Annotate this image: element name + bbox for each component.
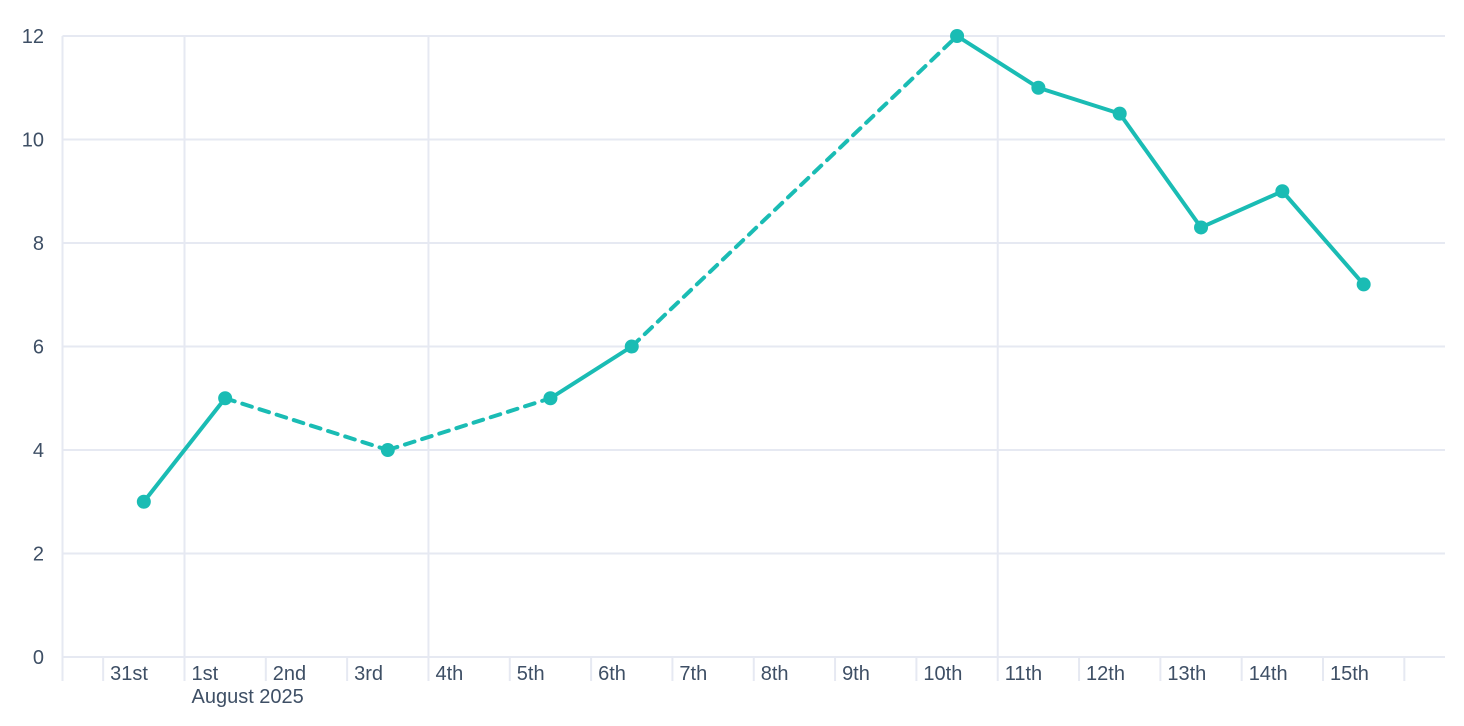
x-axis-label: 7th (679, 663, 707, 685)
line-segment-solid (1117, 111, 1204, 230)
data-point-13th[interactable] (1194, 220, 1209, 235)
data-point-15th[interactable] (1356, 277, 1371, 292)
x-axis-label: 4th (435, 663, 463, 685)
x-axis-label: 2nd (273, 663, 306, 685)
x-axis-label: 15th (1330, 663, 1369, 685)
y-axis-label: 10 (22, 130, 44, 152)
line-segment-solid (141, 396, 228, 504)
y-axis-label: 6 (33, 337, 44, 359)
data-point-5th[interactable] (543, 391, 558, 406)
data-point-1st[interactable] (218, 391, 233, 406)
y-axis-label: 2 (33, 544, 44, 566)
x-axis-month-label: August 2025 (191, 686, 303, 708)
data-point-14th[interactable] (1275, 184, 1290, 199)
data-point-12th[interactable] (1112, 106, 1127, 121)
x-axis-label: 8th (761, 663, 789, 685)
data-point-31st[interactable] (136, 494, 151, 509)
x-axis-label: 1st (191, 663, 218, 685)
data-point-6th[interactable] (624, 339, 639, 354)
line-segment-solid (955, 34, 1041, 90)
line-segment-dashed (385, 396, 553, 452)
line-segment-solid (1280, 189, 1366, 287)
x-axis-label: 10th (923, 663, 962, 685)
x-axis-label: 3rd (354, 663, 383, 685)
y-axis-label: 12 (22, 26, 44, 48)
line-segment-solid (548, 344, 634, 401)
line-segment-dashed (223, 396, 390, 452)
x-axis-label: 5th (517, 663, 545, 685)
data-point-3rd[interactable] (380, 443, 395, 457)
x-axis-label: 31st (110, 663, 148, 685)
y-axis-label: 0 (33, 647, 44, 669)
line-segment-dashed (629, 34, 960, 349)
y-axis-label: 4 (33, 440, 44, 462)
data-point-11th[interactable] (1031, 80, 1046, 95)
x-axis-label: 13th (1167, 663, 1206, 685)
line-segment-solid (1036, 85, 1122, 116)
line-segment-solid (1199, 189, 1285, 230)
x-axis-label: 14th (1249, 663, 1288, 685)
x-axis-label: 9th (842, 663, 870, 685)
x-axis-label: 11th (1005, 663, 1042, 685)
x-axis-label: 6th (598, 663, 626, 685)
x-axis-label: 12th (1086, 663, 1125, 685)
y-axis-label: 8 (33, 233, 44, 255)
data-point-10th[interactable] (950, 29, 965, 43)
